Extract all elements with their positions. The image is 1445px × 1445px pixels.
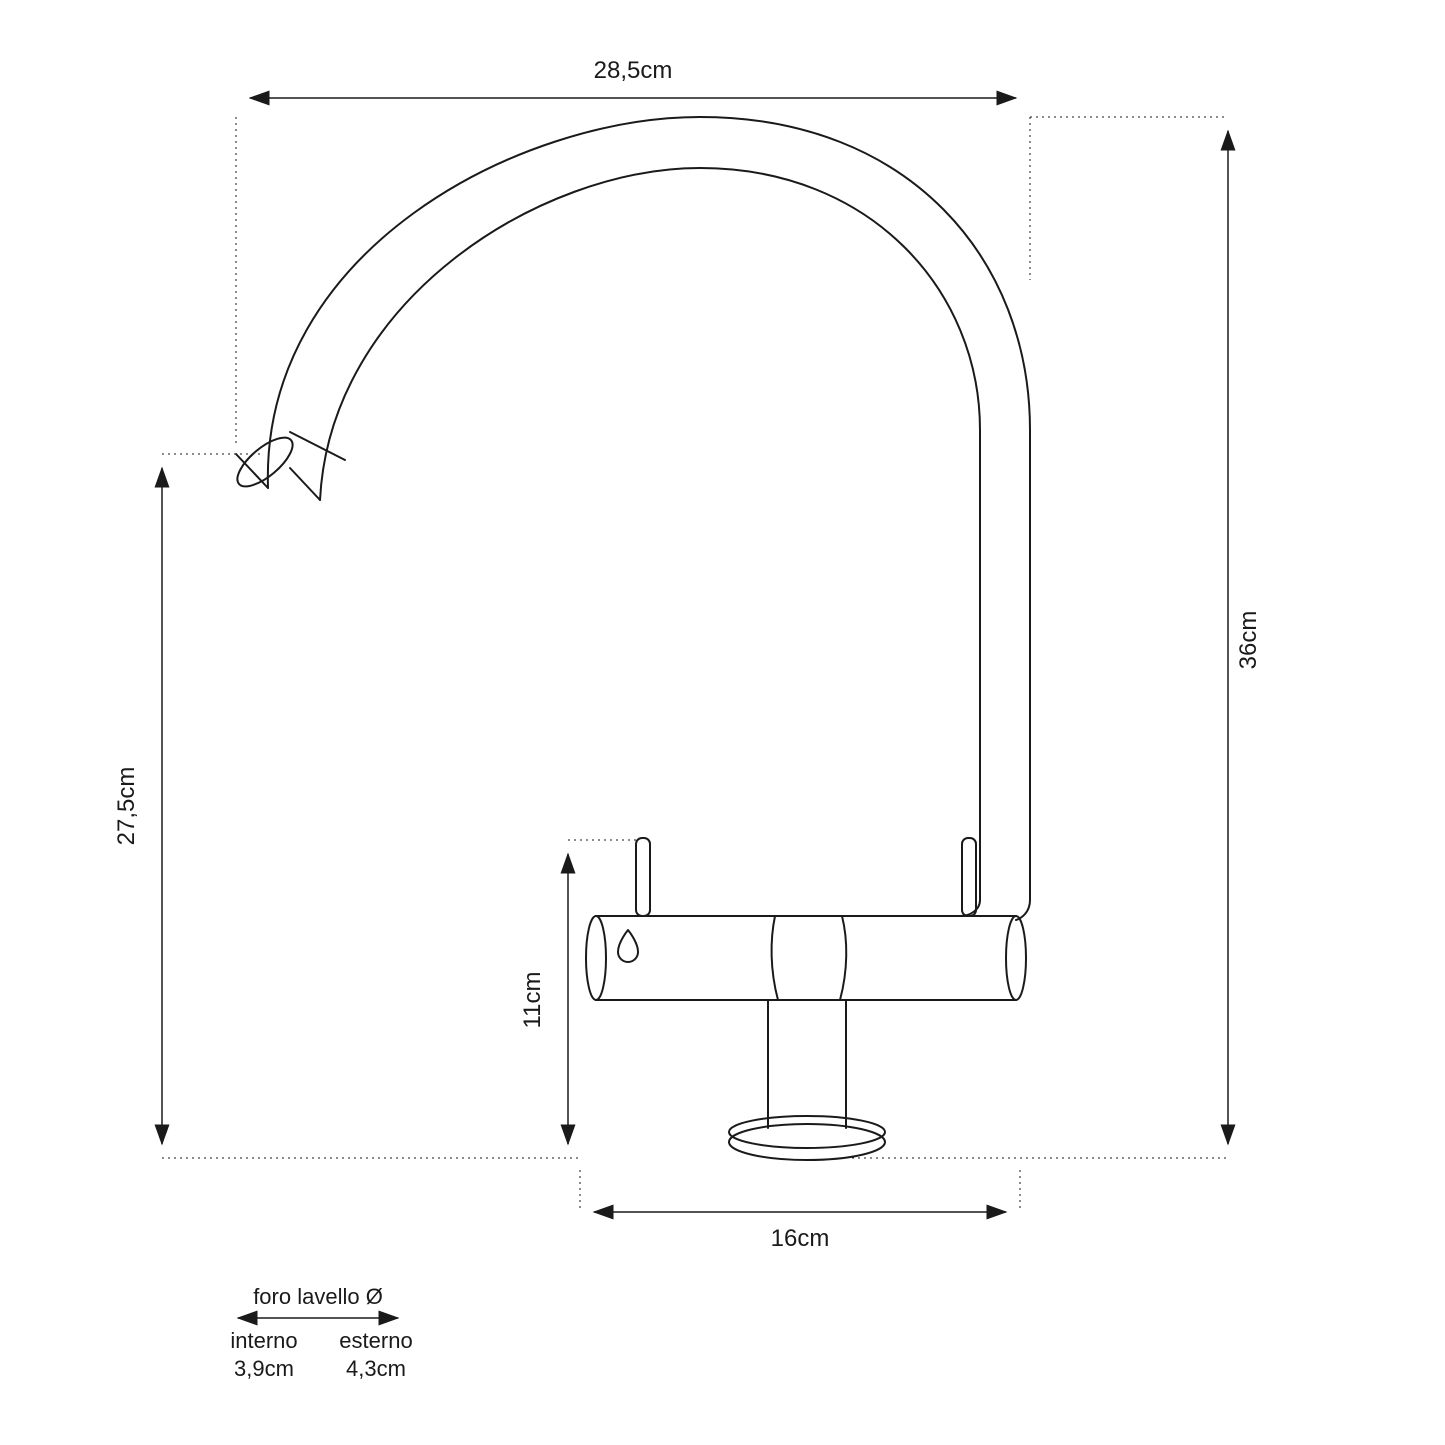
hole-esterno-label: esterno — [339, 1328, 412, 1353]
hole-esterno-value: 4,3cm — [346, 1356, 406, 1381]
technical-drawing: 28,5cm 36cm 27,5cm 11cm 16cm foro lavell… — [0, 0, 1445, 1445]
hole-spec: foro lavello Ø interno esterno 3,9cm 4,3… — [230, 1284, 412, 1381]
dim-base-width: 16cm — [771, 1225, 830, 1252]
dim-spout-height: 27,5cm — [113, 767, 140, 846]
dim-total-height: 36cm — [1235, 611, 1262, 670]
dim-total-width: 28,5cm — [594, 57, 673, 84]
hole-title: foro lavello Ø — [253, 1284, 383, 1309]
hole-interno-label: interno — [230, 1328, 297, 1353]
faucet-outline — [230, 117, 1030, 1160]
dim-handle-height: 11cm — [519, 972, 546, 1029]
hole-interno-value: 3,9cm — [234, 1356, 294, 1381]
